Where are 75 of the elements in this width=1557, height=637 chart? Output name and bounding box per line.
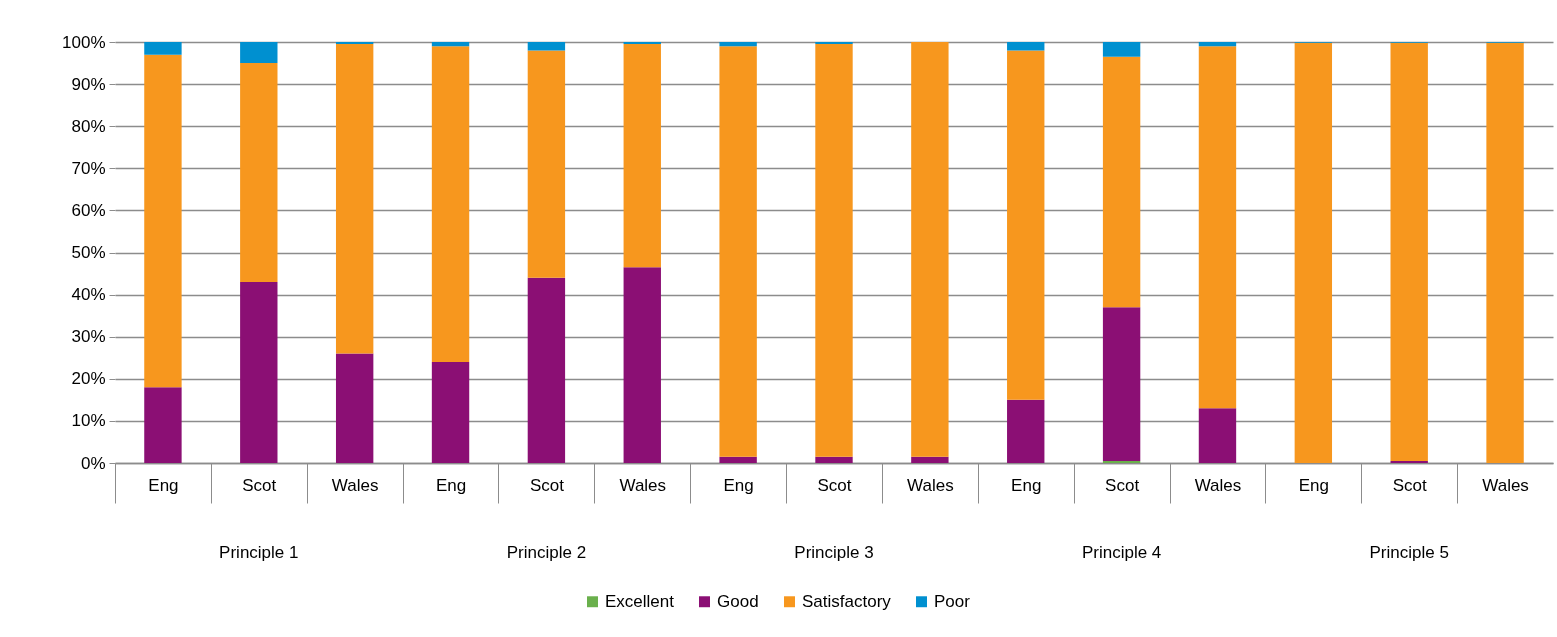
y-tick-label: 0% bbox=[80, 453, 106, 473]
bar bbox=[1198, 46, 1237, 409]
bar bbox=[623, 42, 661, 45]
bar bbox=[144, 387, 182, 463]
bar bbox=[527, 277, 566, 463]
bar bbox=[1390, 460, 1428, 463]
bar bbox=[623, 44, 661, 268]
legend-label: Excellent bbox=[605, 591, 675, 611]
x-tick-label: Eng bbox=[723, 475, 754, 495]
y-tick-label: 10% bbox=[71, 411, 106, 431]
x-tick-label: Scot bbox=[529, 475, 565, 495]
y-tick-label: 40% bbox=[71, 285, 106, 305]
x-tick-label: Eng bbox=[1298, 475, 1329, 495]
bar bbox=[815, 42, 853, 45]
bar bbox=[335, 42, 374, 45]
bar bbox=[1198, 42, 1237, 47]
x-tick-label: Scot bbox=[817, 475, 852, 495]
bar bbox=[911, 456, 949, 463]
bar bbox=[527, 42, 566, 51]
bar bbox=[815, 456, 853, 463]
x-tick-label: Wales bbox=[907, 475, 954, 495]
bar bbox=[1007, 42, 1045, 51]
text: Principle 5 bbox=[1369, 543, 1449, 562]
bar bbox=[1390, 42, 1428, 461]
x-tick-label: Scot bbox=[242, 475, 277, 495]
bar bbox=[1102, 42, 1141, 57]
legend-label: Satisfactory bbox=[802, 591, 892, 611]
bar bbox=[911, 42, 949, 457]
y-tick-label: 60% bbox=[71, 200, 106, 220]
y-tick-label: 80% bbox=[71, 116, 106, 136]
bar bbox=[1294, 42, 1333, 463]
bar bbox=[1007, 399, 1045, 463]
x-tick-label: Eng bbox=[148, 475, 179, 495]
bar bbox=[1102, 460, 1141, 463]
x-tick-label: Eng bbox=[1011, 475, 1042, 495]
x-tick-label: Wales bbox=[1482, 475, 1529, 495]
bar bbox=[1007, 50, 1045, 400]
x-tick-label: Eng bbox=[435, 475, 467, 495]
bar bbox=[335, 353, 374, 463]
bar bbox=[335, 44, 374, 354]
bar bbox=[431, 46, 470, 362]
legend-label: Good bbox=[717, 591, 759, 611]
x-tick-label: Scot bbox=[1105, 475, 1140, 495]
x-tick-label: Wales bbox=[331, 475, 379, 495]
x-tick-label: Wales bbox=[619, 475, 667, 495]
y-tick-label: 70% bbox=[71, 158, 106, 178]
bar bbox=[431, 361, 470, 463]
y-tick-label: 20% bbox=[71, 369, 106, 389]
bar bbox=[144, 42, 182, 55]
bar bbox=[1198, 408, 1237, 463]
x-tick-label: Scot bbox=[1392, 475, 1427, 495]
bar bbox=[719, 456, 757, 463]
x-tick-label: Wales bbox=[1194, 475, 1242, 495]
bar bbox=[623, 267, 661, 463]
y-tick-label: 90% bbox=[71, 74, 106, 94]
bar bbox=[1486, 42, 1524, 463]
text: Principle 1 bbox=[219, 543, 299, 562]
bar bbox=[1102, 307, 1141, 461]
bar bbox=[719, 42, 757, 47]
bar bbox=[719, 46, 757, 457]
y-tick-label: 50% bbox=[71, 243, 106, 262]
text: Principle 4 bbox=[1081, 543, 1162, 562]
bar bbox=[1102, 56, 1141, 308]
bar bbox=[815, 44, 853, 457]
bar bbox=[144, 54, 182, 388]
bar bbox=[240, 42, 278, 64]
bar bbox=[240, 63, 278, 282]
y-tick-label: 100% bbox=[62, 32, 106, 52]
legend-label: Poor bbox=[934, 591, 971, 611]
bar bbox=[527, 50, 566, 278]
text: Principle 2 bbox=[506, 543, 587, 562]
y-tick-label: 30% bbox=[71, 327, 106, 347]
text: Principle 3 bbox=[794, 543, 874, 562]
bar bbox=[431, 42, 470, 47]
bar bbox=[240, 281, 278, 463]
